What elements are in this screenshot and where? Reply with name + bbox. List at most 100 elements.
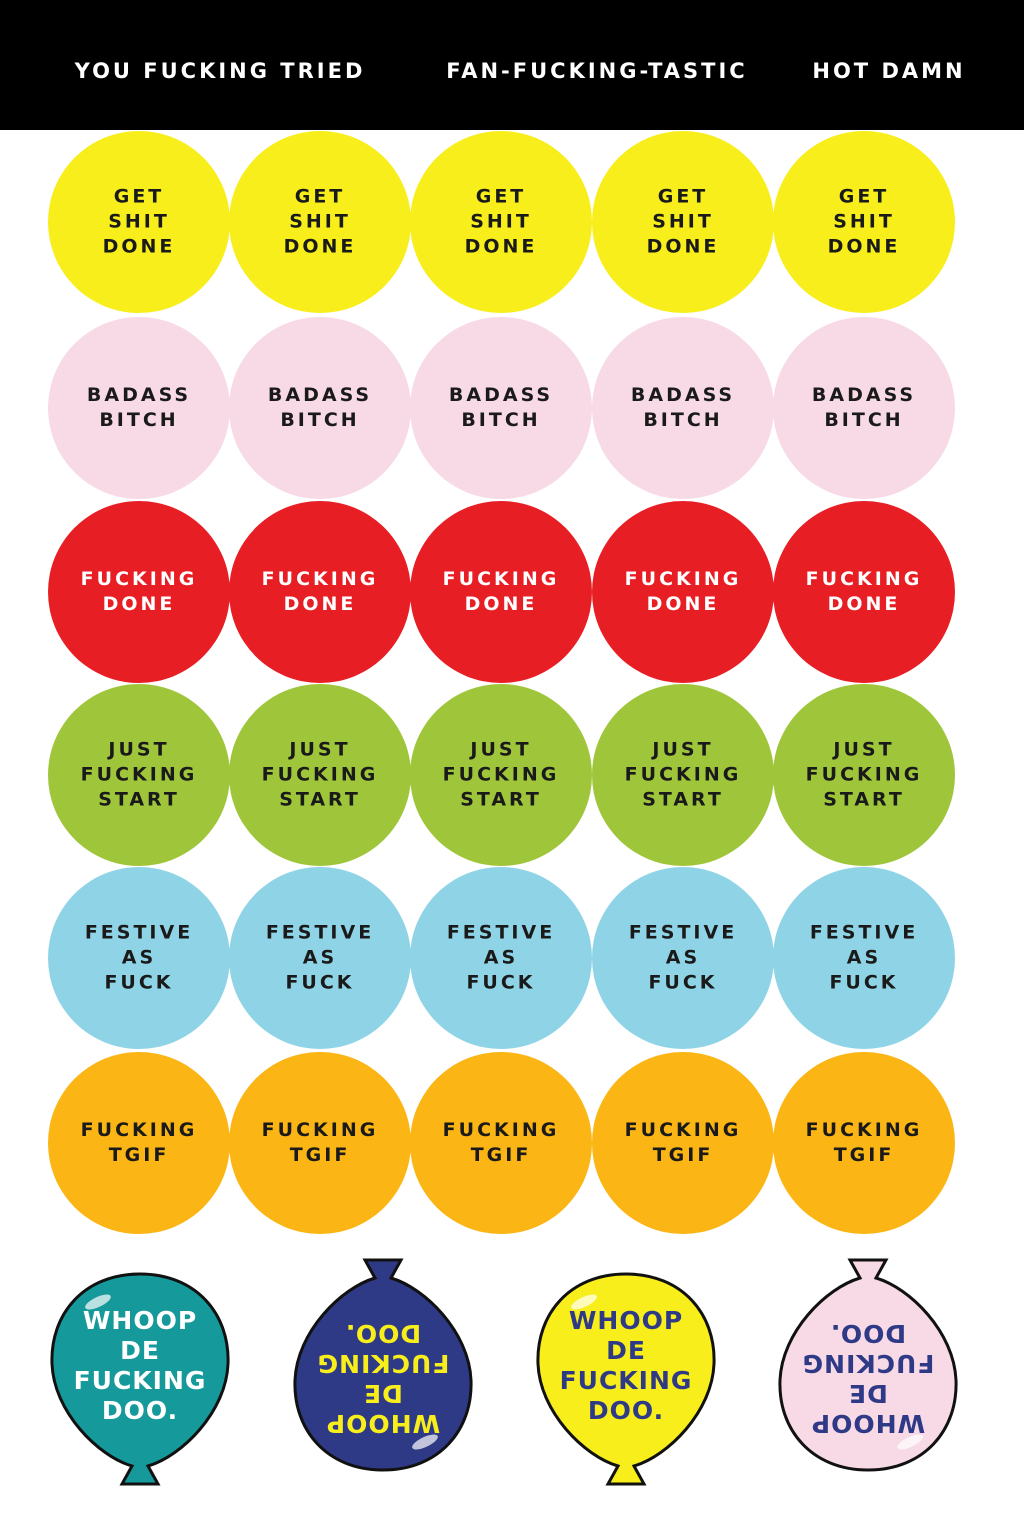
sticker-text: SHIT: [652, 211, 714, 233]
sticker-text: FUCKING: [262, 568, 379, 590]
sticker-text: FESTIVE: [266, 922, 374, 944]
sticker: FESTIVE AS FUCK: [592, 867, 774, 1049]
sticker-text: START: [98, 789, 180, 811]
sticker-circle: [229, 1052, 411, 1234]
sticker-circle: [48, 1052, 230, 1234]
sticker-text: GET: [476, 186, 527, 208]
sticker: GET SHIT DONE: [410, 131, 592, 313]
sticker-text: DONE: [828, 236, 901, 258]
sticker-circle: [773, 1052, 955, 1234]
sticker-circle: [410, 317, 592, 499]
sticker: GET SHIT DONE: [229, 131, 411, 313]
sticker: FUCKING DONE: [229, 501, 411, 683]
sticker-text: AS: [484, 947, 518, 969]
sticker-text: DONE: [284, 236, 357, 258]
balloon-shape: [293, 1258, 473, 1472]
sticker-text: FUCKING: [81, 764, 198, 786]
sticker-text: AS: [303, 947, 337, 969]
sticker-text: FUCKING: [443, 1119, 560, 1141]
sticker-text: BADASS: [268, 384, 372, 406]
balloon-text: WHOOP: [83, 1306, 197, 1335]
sticker: GET SHIT DONE: [773, 131, 955, 313]
sticker-text: FUCKING: [81, 568, 198, 590]
balloon-text: WHOOP: [326, 1409, 440, 1438]
sticker-text: TGIF: [653, 1144, 714, 1166]
sticker: FESTIVE AS FUCK: [229, 867, 411, 1049]
sticker-circle: [410, 131, 592, 313]
sticker-text: START: [279, 789, 361, 811]
sticker-text: FUCKING: [625, 1119, 742, 1141]
sticker-text: TGIF: [290, 1144, 351, 1166]
sticker-circle: [229, 501, 411, 683]
sticker-text: FESTIVE: [85, 922, 193, 944]
sticker: FUCKING DONE: [410, 501, 592, 683]
balloon-text: FUCKING: [802, 1349, 935, 1378]
balloon-text: DOO.: [345, 1319, 421, 1348]
sticker-text: GET: [839, 186, 890, 208]
balloon-highlight: [412, 1434, 438, 1450]
sticker: FUCKING TGIF: [592, 1052, 774, 1234]
sticker: FUCKING TGIF: [229, 1052, 411, 1234]
sticker-text: AS: [122, 947, 156, 969]
sticker-circle: [592, 131, 774, 313]
sticker-text: FESTIVE: [810, 922, 918, 944]
sticker-circle: [48, 684, 230, 866]
sticker-circle: [48, 867, 230, 1049]
sticker-text: FUCK: [285, 972, 354, 994]
balloon-shape: [50, 1272, 230, 1486]
balloon-highlight: [897, 1434, 923, 1450]
sticker-text: FUCKING: [443, 764, 560, 786]
sticker-text: FUCKING: [81, 1119, 198, 1141]
sticker-text: FUCKING: [806, 1119, 923, 1141]
sticker-circle: [773, 131, 955, 313]
sticker-text: JUST: [106, 739, 169, 761]
sticker: JUST FUCKING START: [592, 684, 774, 866]
sticker-circle: [592, 501, 774, 683]
sticker-text: DONE: [103, 593, 176, 615]
sticker: FUCKING DONE: [48, 501, 230, 683]
sticker-text: JUST: [650, 739, 713, 761]
sticker-text: BITCH: [461, 409, 540, 431]
sticker: JUST FUCKING START: [48, 684, 230, 866]
sticker: FUCKING TGIF: [48, 1052, 230, 1234]
sticker-text: FUCKING: [806, 764, 923, 786]
sticker: BADASS BITCH: [592, 317, 774, 499]
sticker-circle: [592, 317, 774, 499]
header-label: YOU FUCKING TRIED: [74, 59, 366, 83]
balloon-text: FUCKING: [560, 1366, 693, 1395]
sticker: FESTIVE AS FUCK: [773, 867, 955, 1049]
sticker: FUCKING TGIF: [773, 1052, 955, 1234]
sticker: GET SHIT DONE: [592, 131, 774, 313]
balloon-text: DE: [120, 1336, 160, 1365]
sticker-text: BADASS: [631, 384, 735, 406]
sticker-circle: [229, 317, 411, 499]
sticker: FUCKING DONE: [773, 501, 955, 683]
sticker-circle: [229, 131, 411, 313]
sticker-text: SHIT: [108, 211, 170, 233]
sticker-text: AS: [666, 947, 700, 969]
sticker-text: BITCH: [99, 409, 178, 431]
balloon-highlight: [85, 1294, 111, 1310]
sticker-text: DONE: [284, 593, 357, 615]
sticker-text: FUCK: [466, 972, 535, 994]
balloon-text: WHOOP: [569, 1306, 683, 1335]
balloon-text: DOO.: [588, 1396, 664, 1425]
sticker-text: DONE: [465, 236, 538, 258]
sticker-text: DONE: [647, 593, 720, 615]
sticker: GET SHIT DONE: [48, 131, 230, 313]
header-label: FAN-FUCKING-TASTIC: [446, 59, 747, 83]
sticker-circle: [773, 867, 955, 1049]
sticker-text: TGIF: [834, 1144, 895, 1166]
balloon-text: DE: [606, 1336, 646, 1365]
sticker-circle: [592, 867, 774, 1049]
sticker-text: DONE: [828, 593, 901, 615]
sticker-text: FESTIVE: [447, 922, 555, 944]
sticker-circle: [229, 867, 411, 1049]
balloon-text: DOO.: [102, 1396, 178, 1425]
balloon-text: DE: [363, 1379, 403, 1408]
